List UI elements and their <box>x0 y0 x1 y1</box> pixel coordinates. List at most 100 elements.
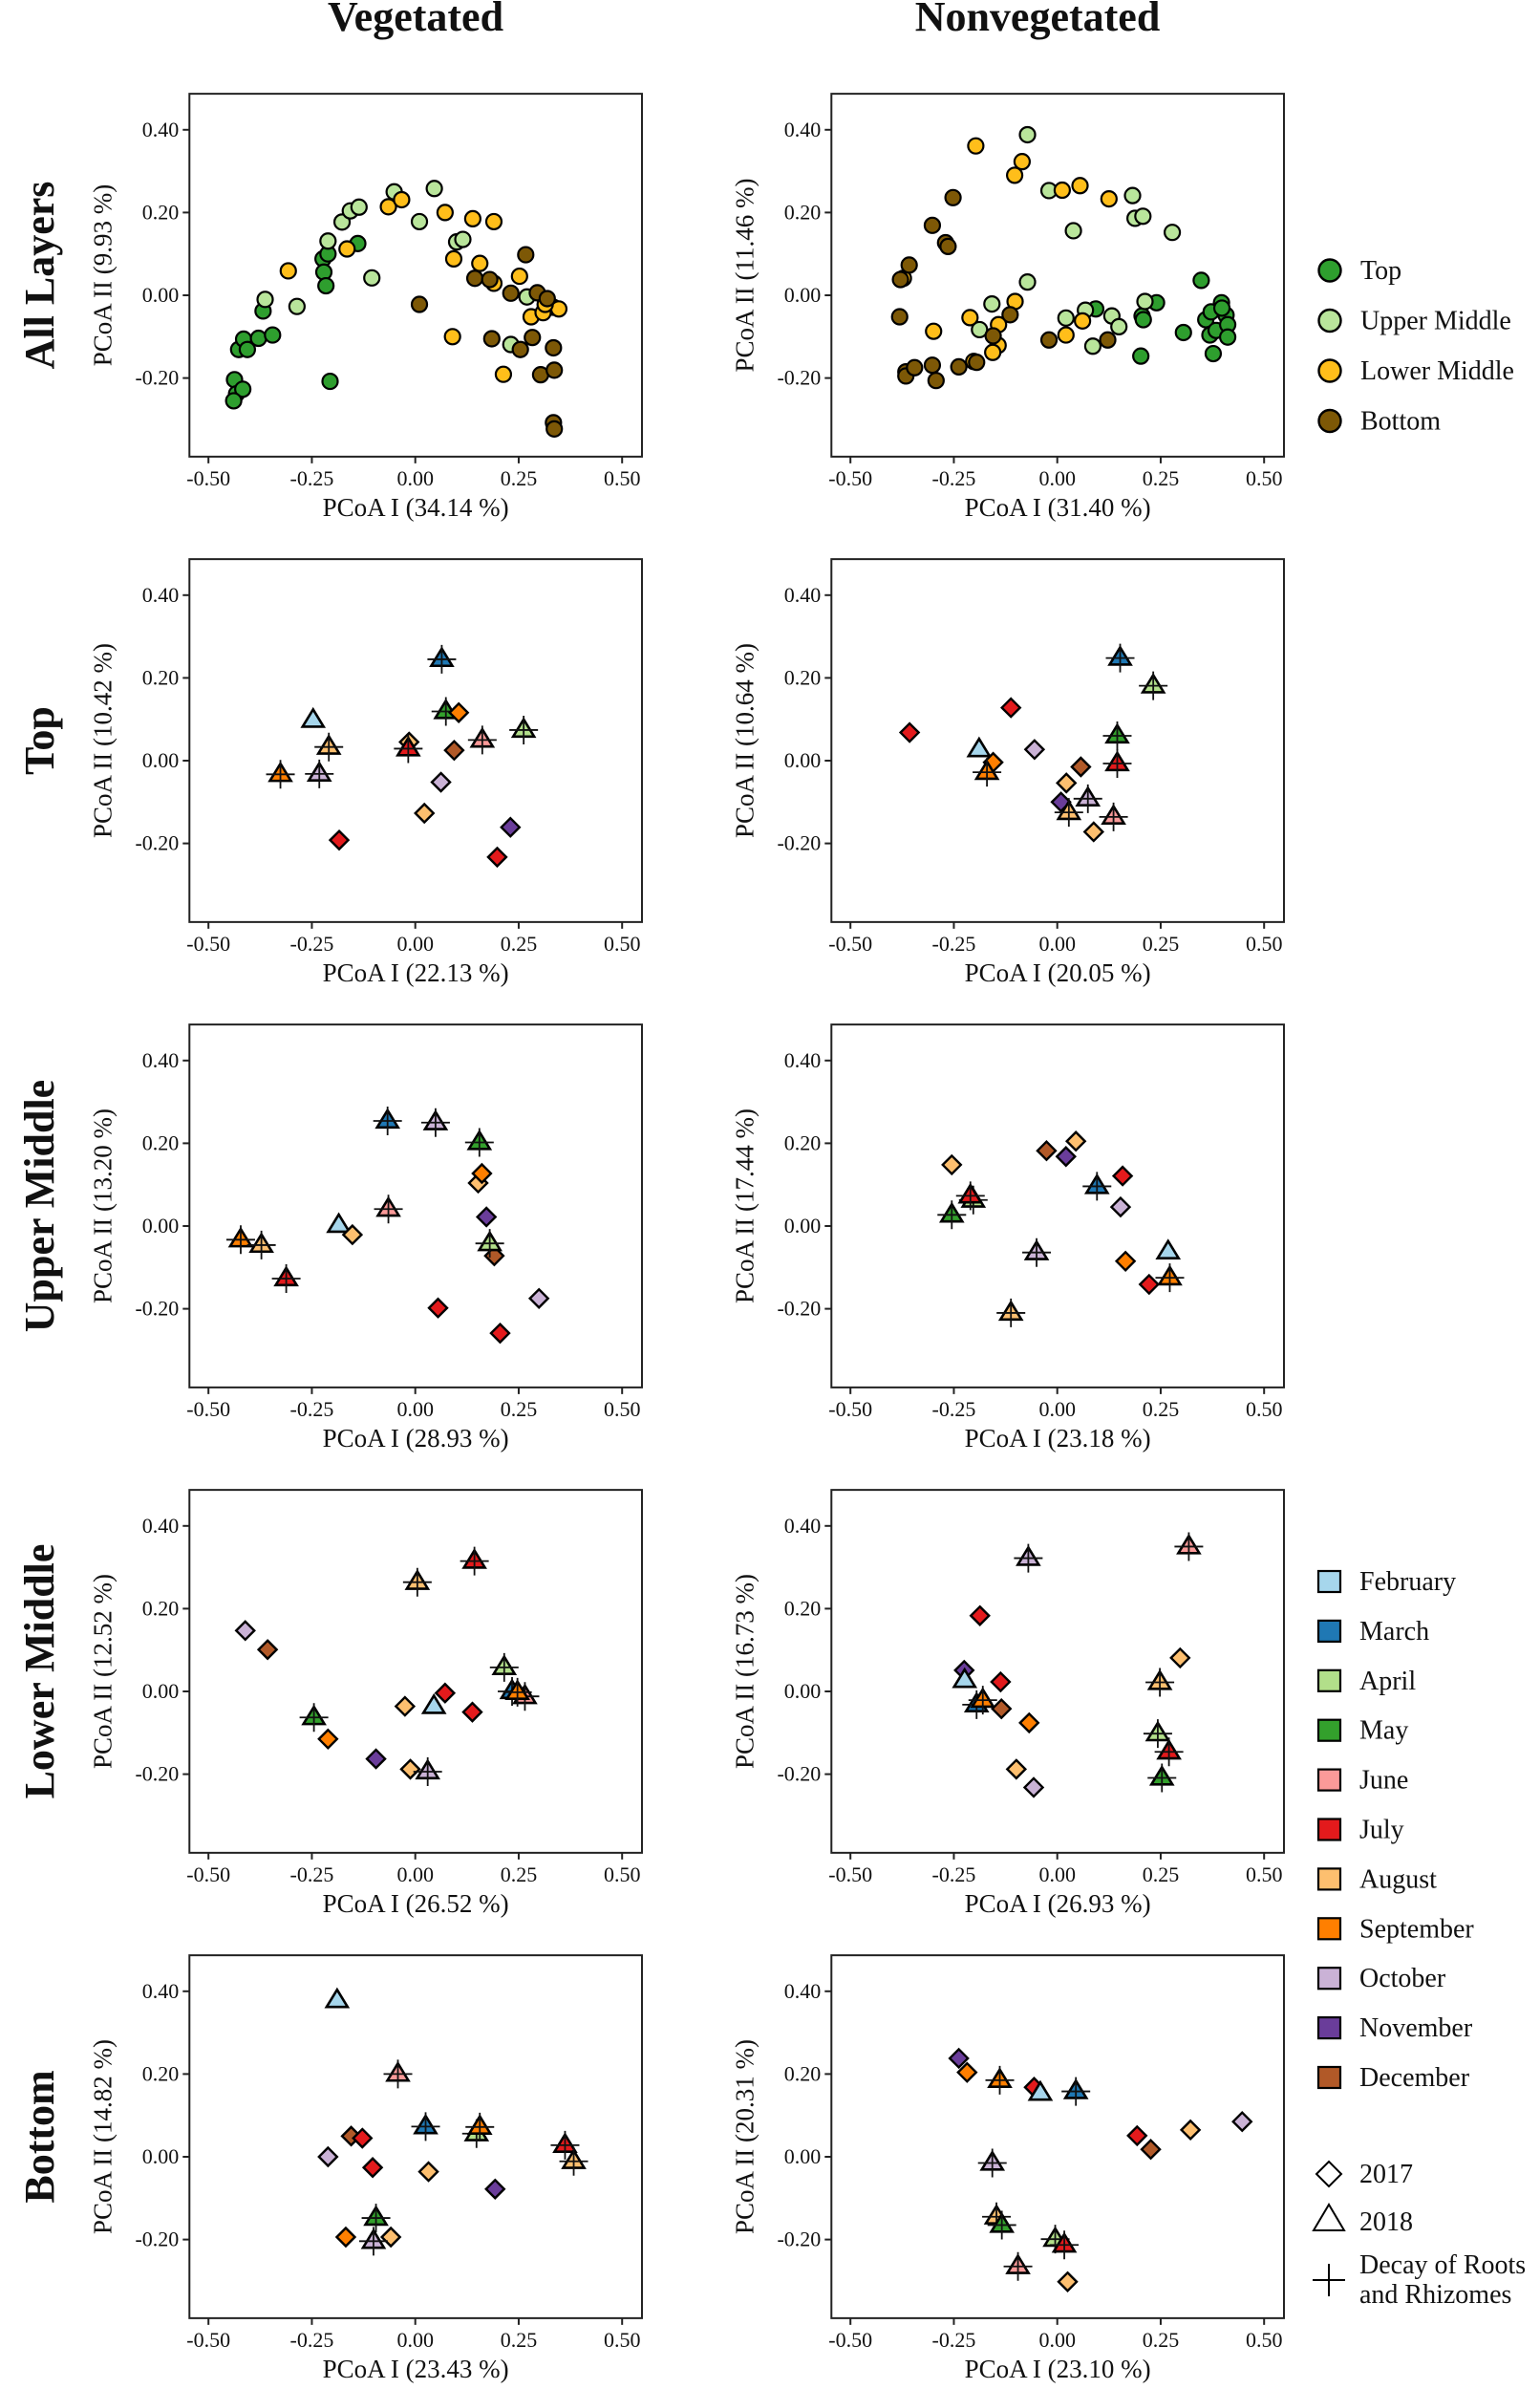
x-tick-label: -0.50 <box>186 932 230 956</box>
point-august-2017 <box>414 802 436 825</box>
decay-cross-marker <box>987 2210 1016 2240</box>
panel-top-vegetated: -0.50 -0.25 0.00 0.25 0.50 -0.20 0.00 0.20 0.40 P… <box>88 558 643 987</box>
x-tick-label: 0.50 <box>604 2328 641 2352</box>
cross-icon <box>1313 2264 1345 2296</box>
point-lower-middle <box>984 343 1002 361</box>
point-upper-middle <box>454 230 472 248</box>
point-december-2017 <box>991 1697 1013 1720</box>
point-bottom <box>900 256 918 274</box>
decay-cross-marker <box>559 2146 588 2176</box>
x-tick-label: 0.25 <box>1143 466 1180 490</box>
point-upper-middle <box>1018 273 1037 291</box>
legend-swatch-september <box>1316 1917 1342 1941</box>
point-february-2018 <box>300 706 327 728</box>
legend-label-decay-1: Decay of Roots <box>1359 2250 1526 2280</box>
legend-swatch-february <box>1316 1569 1342 1594</box>
x-tick-label: 0.25 <box>501 932 538 956</box>
point-bottom <box>927 372 945 390</box>
point-lower-middle <box>379 198 397 216</box>
point-lower-middle <box>1100 190 1118 208</box>
point-lower-middle <box>393 190 411 209</box>
legend-label: February <box>1359 1567 1456 1597</box>
x-tick-label: 0.50 <box>604 1862 641 1886</box>
x-tick-label: 0.25 <box>501 1397 538 1421</box>
plot-frame <box>188 1489 643 1854</box>
y-tick-label: -0.20 <box>777 366 821 390</box>
point-august-2017 <box>1082 821 1105 843</box>
point-lower-middle <box>925 322 943 340</box>
point-top <box>249 329 267 348</box>
x-tick-label: 0.25 <box>501 2328 538 2352</box>
point-february-2018 <box>952 1667 978 1689</box>
legend-swatch-november <box>1316 2016 1342 2040</box>
x-tick-label: -0.50 <box>186 1397 230 1421</box>
point-february-2018 <box>420 1692 447 1714</box>
point-october-2017 <box>430 771 452 793</box>
y-axis-label: PCoA II (11.46 %) <box>730 178 759 372</box>
decay-cross-marker <box>1102 721 1132 751</box>
decay-cross-marker <box>1099 802 1128 831</box>
legend-swatch-bottom <box>1317 408 1342 434</box>
point-september-2017 <box>1114 1250 1137 1273</box>
legend-months: February March April May June July August Septe… <box>1316 1567 1474 2093</box>
point-october-2017 <box>1022 1776 1045 1798</box>
point-lower-middle <box>484 212 503 231</box>
row-label: Lower Middle <box>16 1544 63 1799</box>
y-tick-label: 0.00 <box>142 1214 180 1238</box>
point-top <box>1192 271 1210 290</box>
point-top <box>1134 311 1152 329</box>
point-lower-middle <box>471 254 489 272</box>
point-upper-middle <box>1136 292 1154 311</box>
decay-cross-marker <box>1143 1719 1172 1749</box>
x-axis-label: PCoA I (34.14 %) <box>323 493 509 522</box>
point-august-2017 <box>394 1695 417 1717</box>
x-tick-label: 0.00 <box>396 1397 434 1421</box>
decay-cross-marker <box>1102 749 1132 779</box>
decay-cross-marker <box>374 1194 403 1224</box>
legend-label: August <box>1359 1864 1437 1894</box>
decay-cross-marker <box>475 1229 504 1259</box>
point-february-2018 <box>1027 2079 1054 2101</box>
panel-all-layers-nonvegetated: -0.50 -0.25 0.00 0.25 0.50 -0.20 0.00 0.20 0.40 P… <box>730 93 1285 522</box>
x-axis-label: PCoA I (20.05 %) <box>965 958 1151 987</box>
point-november-2017 <box>948 2047 970 2070</box>
y-tick-label: 0.40 <box>784 583 822 607</box>
legend-label: December <box>1359 2063 1470 2093</box>
point-bottom <box>923 216 942 234</box>
y-tick-label: 0.20 <box>784 2061 822 2085</box>
x-tick-label: 0.00 <box>1038 932 1076 956</box>
x-tick-label: -0.25 <box>290 2328 334 2352</box>
x-tick-label: -0.50 <box>828 1862 872 1886</box>
decay-cross-marker <box>467 725 497 755</box>
x-tick-label: -0.25 <box>290 466 334 490</box>
points <box>225 180 568 438</box>
point-bottom <box>1001 306 1019 324</box>
point-july-2017 <box>1126 2124 1148 2147</box>
point-september-2017 <box>317 1728 339 1750</box>
point-lower-middle <box>463 209 481 227</box>
x-tick-label: -0.25 <box>290 1862 334 1886</box>
x-tick-label: 0.50 <box>604 932 641 956</box>
point-upper-middle <box>1018 125 1037 144</box>
decay-cross-marker <box>394 734 423 764</box>
panel-upper-middle-vegetated: -0.50 -0.25 0.00 0.25 0.50 -0.20 0.00 0.20 0.40 P… <box>88 1023 643 1453</box>
point-july-2017 <box>352 2127 374 2149</box>
plot-frame <box>830 1954 1285 2319</box>
point-bottom <box>511 340 529 358</box>
y-axis-label: PCoA II (14.82 %) <box>88 2039 117 2234</box>
x-axis-label: PCoA I (28.93 %) <box>323 1424 509 1453</box>
point-upper-middle <box>1134 207 1152 226</box>
point-bottom <box>524 329 542 347</box>
points <box>948 2047 1253 2292</box>
point-upper-middle <box>350 198 368 216</box>
legend-swatch-march <box>1316 1619 1342 1644</box>
decay-cross-marker <box>1022 1238 1052 1267</box>
decay-cross-marker <box>1082 1172 1112 1201</box>
point-lower-middle <box>1013 153 1031 171</box>
decay-cross-marker <box>1014 1543 1043 1573</box>
x-axis-label: PCoA I (23.10 %) <box>965 2355 1151 2383</box>
decay-cross-marker <box>1050 2230 1080 2260</box>
point-august-2017 <box>941 1153 963 1176</box>
point-september-2017 <box>334 2226 357 2249</box>
